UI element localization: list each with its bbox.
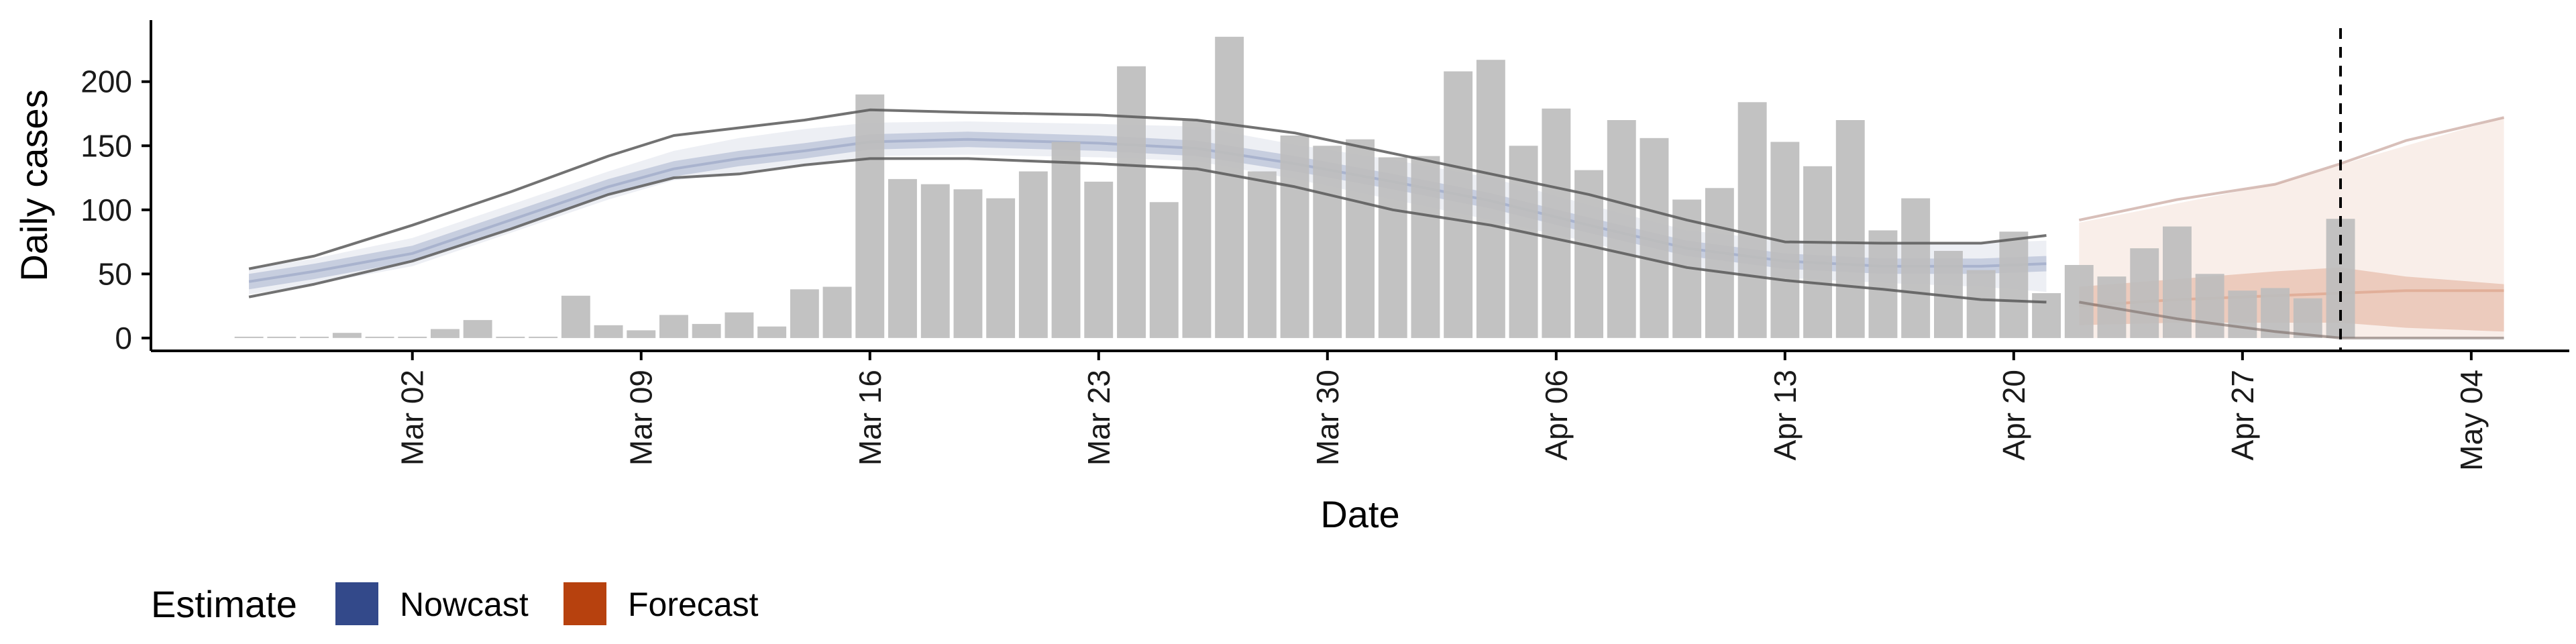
bar-2020-04-19 (1966, 270, 1996, 338)
bar-2020-03-16 (855, 94, 885, 338)
bar-2020-03-22 (1051, 142, 1081, 338)
y-axis-title: Daily cases (13, 89, 55, 281)
bar-2020-03-28 (1247, 171, 1277, 338)
bar-2020-03-01 (365, 336, 394, 338)
x-tick-label: Mar 02 (395, 370, 430, 466)
bar-2020-04-02 (1411, 156, 1440, 338)
bar-2020-03-09 (627, 330, 656, 338)
bar-2020-04-01 (1378, 157, 1407, 338)
bar-2020-03-27 (1215, 36, 1244, 338)
y-tick-label: 200 (80, 64, 132, 99)
bar-2020-04-20 (1999, 231, 2029, 338)
forecast-median-line (2079, 289, 2504, 308)
bar-2020-03-23 (1084, 181, 1114, 338)
x-tick-label: Apr 13 (1768, 370, 1803, 461)
forecast-lower-line (2078, 301, 2504, 339)
y-tick-label: 150 (80, 128, 132, 163)
x-tick-label: Mar 23 (1081, 370, 1116, 466)
bar-2020-04-27 (2228, 290, 2257, 338)
nowcast-lower-line (248, 157, 2047, 304)
y-tick-label: 0 (115, 321, 132, 356)
bar-2020-04-17 (1901, 198, 1931, 338)
x-axis-title: Date (1320, 493, 1399, 535)
bar-2020-03-18 (920, 184, 950, 338)
bar-2020-03-15 (822, 286, 852, 338)
bar-2020-04-26 (2195, 274, 2224, 338)
x-tick-label: Mar 09 (624, 370, 659, 466)
bar-2020-04-04 (1476, 60, 1505, 338)
bar-2020-03-10 (659, 315, 688, 338)
bar-2020-03-25 (1149, 202, 1179, 338)
bar-2020-03-13 (757, 326, 787, 338)
bar-2020-04-21 (2032, 293, 2061, 338)
bar-2020-03-17 (888, 178, 917, 338)
bar-2020-03-19 (953, 189, 983, 338)
x-tick-label: Apr 06 (1539, 370, 1574, 461)
sample-lines-layer (248, 108, 2505, 339)
x-tick-label: May 04 (2454, 370, 2489, 471)
bar-2020-03-06 (529, 336, 558, 338)
legend-swatch-forecast (564, 582, 606, 625)
bar-2020-04-06 (1542, 108, 1571, 338)
legend-entries: Nowcast Forecast (335, 582, 759, 625)
bar-2020-03-07 (561, 295, 590, 338)
x-tick-label: Apr 20 (1996, 370, 2031, 461)
legend: Estimate Nowcast Forecast (151, 582, 759, 625)
bar-2020-02-28 (300, 336, 329, 338)
legend-label-forecast: Forecast (628, 586, 759, 623)
bar-2020-03-02 (398, 336, 427, 338)
x-tick-label: Apr 27 (2225, 370, 2260, 461)
y-tick-label: 50 (98, 256, 132, 291)
nowcast-outer-ribbon (249, 121, 2047, 294)
x-ticks: Mar 02 Mar 09 Mar 16 Mar 23 Mar 30 Apr 06 Apr … (395, 351, 2489, 471)
x-tick-label: Mar 30 (1310, 370, 1345, 466)
bar-2020-04-03 (1444, 71, 1473, 338)
axes (150, 20, 2569, 352)
bar-2020-03-08 (594, 325, 623, 338)
bar-2020-04-08 (1607, 120, 1636, 338)
bar-2020-03-03 (431, 329, 460, 338)
bar-2020-04-05 (1509, 146, 1538, 338)
bar-2020-02-27 (267, 336, 297, 338)
bar-2020-03-21 (1018, 171, 1048, 338)
bar-2020-03-31 (1346, 139, 1375, 338)
bars-layer (234, 36, 2355, 338)
legend-title: Estimate (151, 583, 297, 625)
bar-2020-03-11 (692, 323, 721, 338)
bar-2020-04-15 (1835, 120, 1865, 338)
bar-2020-03-24 (1117, 66, 1146, 338)
bar-2020-03-20 (986, 198, 1016, 338)
nowcast-inner-ribbon (249, 131, 2047, 290)
bar-2020-04-29 (2293, 298, 2322, 338)
bar-2020-04-16 (1868, 230, 1898, 338)
nowcast-upper-line (248, 108, 2047, 270)
bar-2020-03-29 (1280, 136, 1309, 338)
bar-2020-04-12 (1737, 102, 1767, 338)
bar-2020-03-26 (1182, 120, 1212, 338)
x-tick-label: Mar 16 (853, 370, 888, 466)
bar-2020-04-11 (1705, 188, 1734, 338)
bar-2020-03-14 (790, 289, 819, 338)
bar-2020-03-30 (1313, 146, 1342, 338)
legend-label-nowcast: Nowcast (400, 586, 529, 623)
y-tick-label: 100 (80, 193, 132, 227)
bar-2020-02-29 (332, 333, 362, 338)
bar-2020-04-22 (2064, 265, 2094, 338)
bar-2020-03-04 (463, 320, 492, 338)
bar-2020-03-05 (496, 336, 525, 338)
bar-2020-04-09 (1640, 138, 1669, 338)
bar-2020-04-24 (2130, 248, 2159, 338)
bar-2020-02-26 (234, 336, 264, 338)
legend-swatch-nowcast (335, 582, 378, 625)
y-ticks: 0 50 100 150 200 (80, 64, 151, 356)
bar-2020-03-12 (724, 312, 754, 338)
bar-2020-04-14 (1803, 166, 1832, 338)
forecast-upper-line (2078, 116, 2505, 222)
